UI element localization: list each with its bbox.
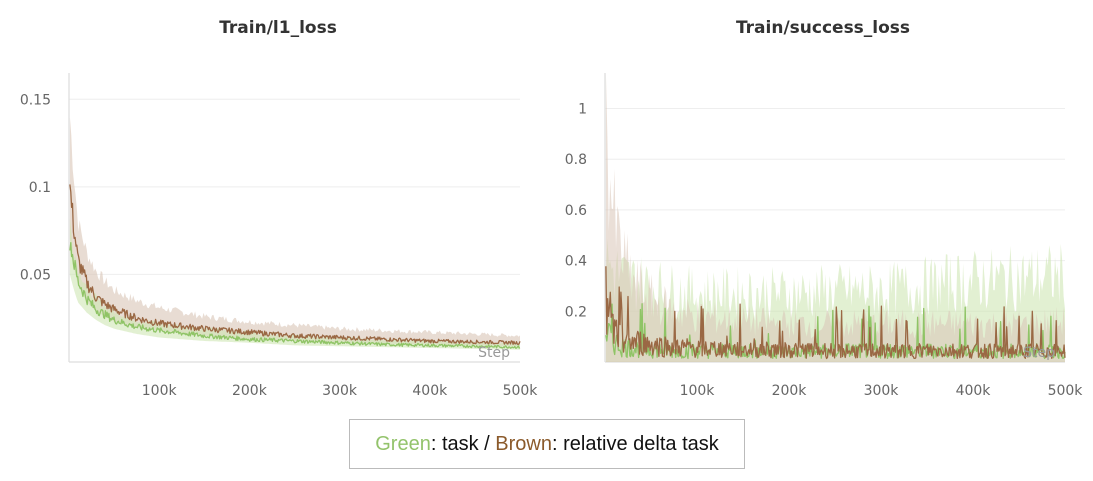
chart-title: Train/l1_loss	[219, 18, 337, 38]
legend-green-word: Green	[375, 432, 431, 455]
y-tick-label: 0.4	[565, 254, 587, 270]
legend-caption: Green: task / Brown: relative delta task	[349, 419, 745, 469]
x-axis-title: Step	[1023, 345, 1055, 361]
x-tick-label: 500k	[503, 383, 539, 399]
chart-train-l1-loss: Train/l1_loss 0.05 0.1 0.15 100k 200k 300k 400…	[20, 18, 538, 399]
y-tick-label: 0.8	[565, 152, 587, 168]
chart-train-success-loss: Train/success_loss 0.2 0.4 0.6 0.8 1 100k 200k…	[565, 18, 1084, 399]
x-tick-label: 400k	[956, 383, 992, 399]
x-tick-label: 100k	[680, 383, 716, 399]
series-band-brown	[69, 117, 521, 347]
x-tick-label: 300k	[322, 383, 358, 399]
series-line-brown	[605, 266, 1066, 360]
x-tick-label: 100k	[142, 383, 178, 399]
series-line-brown	[69, 184, 521, 345]
legend-green-rest: : task /	[430, 432, 496, 455]
x-tick-label: 200k	[772, 383, 808, 399]
x-tick-label: 500k	[1048, 383, 1084, 399]
chart-title: Train/success_loss	[736, 18, 910, 38]
y-tick-label: 1	[578, 101, 587, 117]
x-axis-title: Step	[478, 345, 510, 361]
y-tick-label: 0.15	[20, 92, 51, 108]
y-tick-label: 0.05	[20, 267, 51, 283]
y-tick-label: 0.6	[565, 203, 587, 219]
legend-brown-word: Brown	[495, 432, 552, 455]
y-tick-label: 0.1	[29, 180, 51, 196]
x-tick-label: 300k	[864, 383, 900, 399]
x-tick-label: 400k	[412, 383, 448, 399]
series-line-green	[69, 242, 521, 349]
x-tick-label: 200k	[232, 383, 268, 399]
y-tick-label: 0.2	[565, 304, 587, 320]
legend-brown-rest: : relative delta task	[552, 432, 719, 455]
